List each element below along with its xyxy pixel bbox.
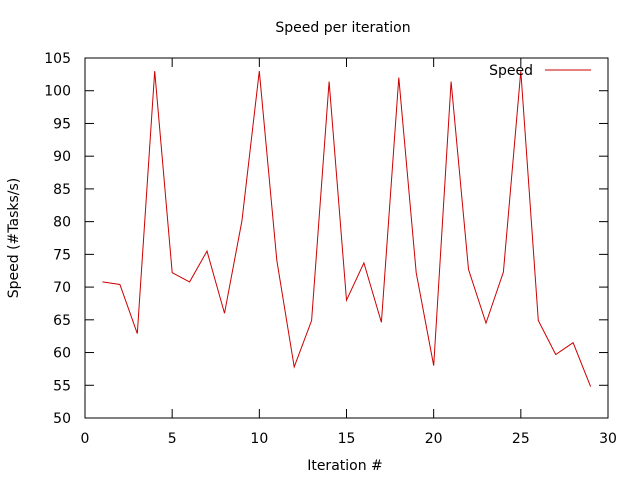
y-tick-label: 85: [53, 182, 71, 198]
y-tick-label: 70: [53, 280, 71, 296]
chart-title: Speed per iteration: [275, 20, 410, 36]
x-axis-label: Iteration #: [307, 458, 383, 474]
y-axis-ticks: 50 55 60 65 70 75 80 85 90 95 100 105: [44, 51, 608, 427]
y-axis-label: Speed (#Tasks/s): [6, 178, 22, 299]
y-tick-label: 75: [53, 247, 71, 263]
x-tick-label: 5: [168, 431, 177, 447]
x-tick-label: 10: [250, 431, 268, 447]
x-axis-ticks: 0 5 10 15 20 25 30: [81, 58, 617, 447]
series-layer: [102, 71, 592, 387]
y-tick-label: 90: [53, 149, 71, 165]
series-line-speed: [102, 71, 592, 387]
plot-frame: [84, 57, 609, 419]
x-tick-label: 25: [512, 431, 530, 447]
y-tick-label: 95: [53, 116, 71, 132]
legend-label-speed: Speed: [489, 63, 533, 79]
y-tick-label: 50: [53, 411, 71, 427]
x-tick-label: 0: [81, 431, 90, 447]
x-tick-label: 30: [599, 431, 617, 447]
legend: Speed: [489, 63, 591, 79]
y-tick-label: 65: [53, 313, 71, 329]
y-tick-label: 80: [53, 215, 71, 231]
y-tick-label: 100: [44, 84, 71, 100]
x-tick-label: 15: [338, 431, 356, 447]
y-tick-label: 105: [44, 51, 71, 67]
x-tick-label: 20: [425, 431, 443, 447]
y-tick-label: 60: [53, 346, 71, 362]
y-tick-label: 55: [53, 378, 71, 394]
